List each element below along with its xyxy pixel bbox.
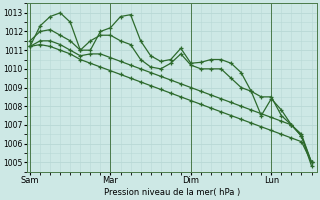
X-axis label: Pression niveau de la mer( hPa ): Pression niveau de la mer( hPa ) — [104, 188, 240, 197]
